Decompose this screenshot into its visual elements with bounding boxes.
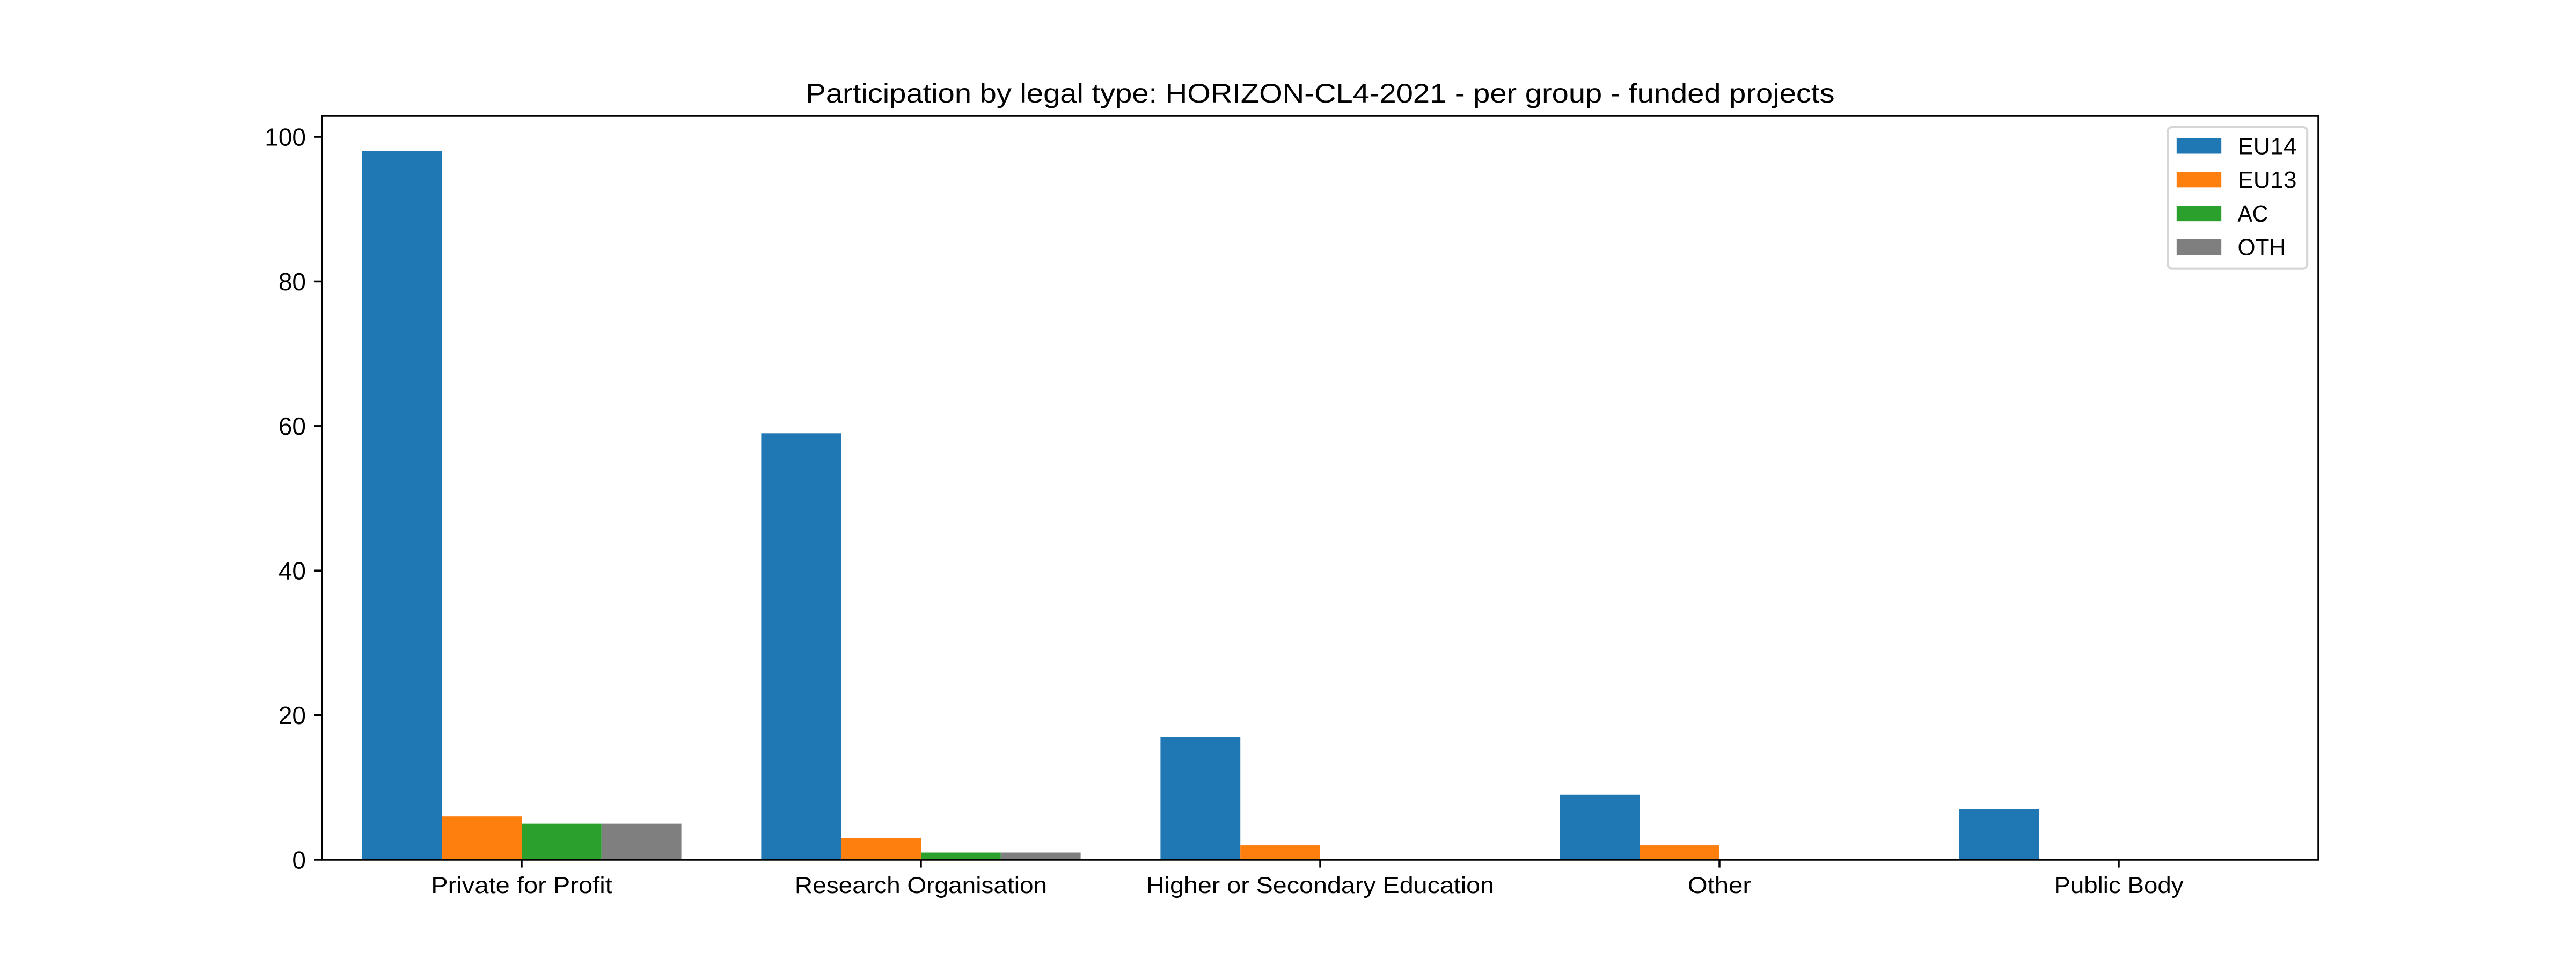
svg-text:80: 80 bbox=[279, 268, 306, 296]
svg-text:100: 100 bbox=[265, 123, 306, 151]
svg-text:Private for Profit: Private for Profit bbox=[431, 873, 612, 898]
svg-text:20: 20 bbox=[279, 701, 306, 729]
svg-text:Participation by legal type: H: Participation by legal type: HORIZON-CL4… bbox=[806, 78, 1834, 108]
svg-text:Research Organisation: Research Organisation bbox=[795, 873, 1047, 898]
svg-text:EU14: EU14 bbox=[2238, 133, 2297, 159]
svg-text:0: 0 bbox=[292, 846, 306, 874]
svg-text:AC: AC bbox=[2238, 201, 2268, 227]
svg-text:60: 60 bbox=[279, 412, 306, 440]
svg-text:Public Body: Public Body bbox=[2054, 873, 2184, 898]
svg-text:Higher or Secondary Education: Higher or Secondary Education bbox=[1146, 873, 1494, 898]
svg-text:40: 40 bbox=[279, 557, 306, 585]
svg-text:EU13: EU13 bbox=[2238, 167, 2297, 193]
svg-text:Other: Other bbox=[1688, 873, 1751, 898]
svg-text:OTH: OTH bbox=[2238, 235, 2286, 261]
